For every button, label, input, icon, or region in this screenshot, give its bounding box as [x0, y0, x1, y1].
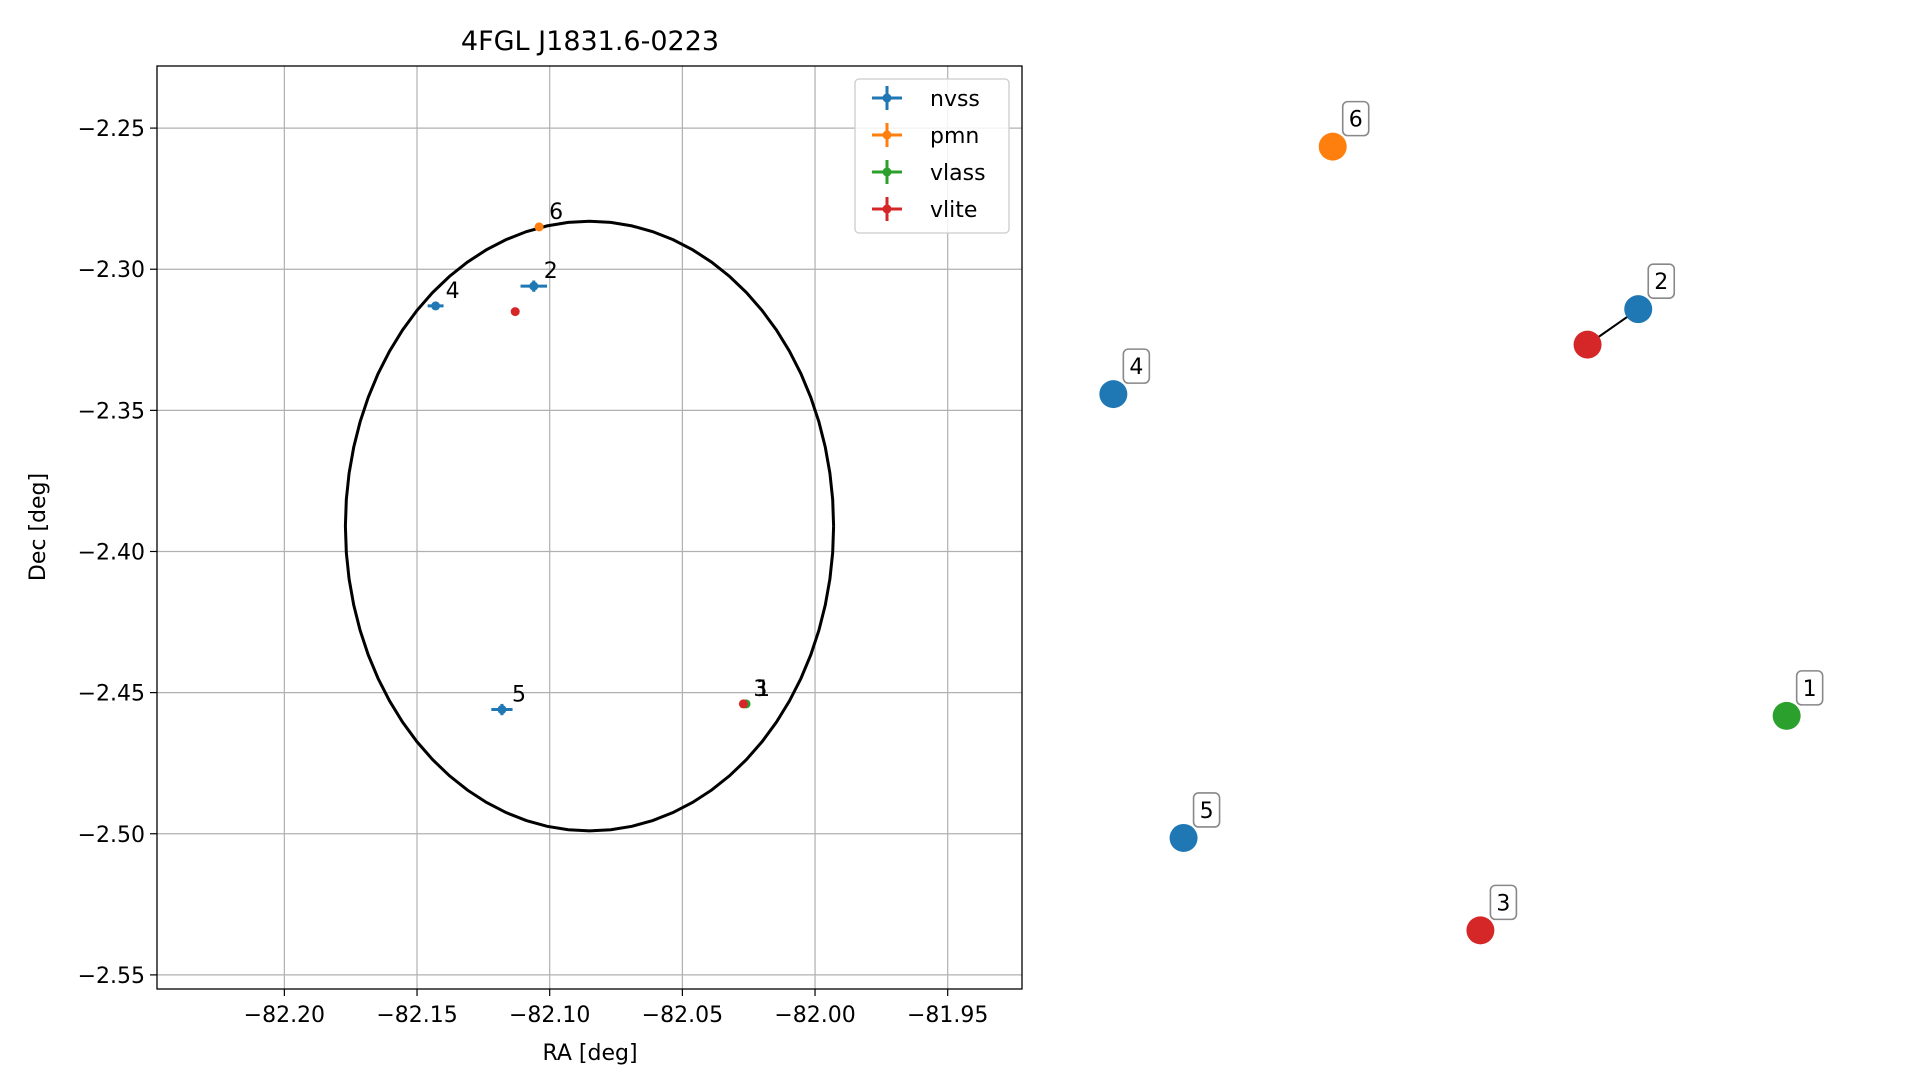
y-tick-label: −2.45 [78, 682, 145, 707]
map-markers [1099, 132, 1801, 945]
map-marker [1772, 701, 1801, 730]
map-label-box [1341, 100, 1370, 137]
x-tick-label: −81.95 [907, 1003, 988, 1028]
map-label-box [1489, 884, 1518, 921]
map-label-box [1647, 263, 1676, 299]
source-label: 5 [512, 683, 526, 708]
map-label: 3 [1496, 891, 1510, 916]
map-label-box [1122, 348, 1151, 384]
map-label: 5 [1200, 799, 1214, 824]
y-tick-label: −2.50 [78, 823, 145, 848]
map-label: 6 [1349, 108, 1363, 133]
source-labels: 2 4 5 6 13 [446, 200, 770, 708]
source-markers [431, 222, 751, 715]
legend-frame [854, 78, 1010, 234]
source-label: 6 [549, 200, 563, 225]
vlite-point [738, 699, 748, 709]
legend-marker-vlite [882, 204, 892, 214]
legend-marker-pmn [882, 130, 892, 140]
y-tick-label: −2.40 [78, 540, 145, 565]
localization-ellipse [343, 219, 836, 833]
sky-position-plot: 2 4 5 6 13 −82.20 −82.15 −82.10 −82.05 −82.00 −81… [26, 26, 1023, 1066]
map-label: 2 [1654, 270, 1668, 295]
chart-title: 4FGL J1831.6-0223 [461, 26, 719, 57]
map-labels: 6 2 4 1 5 3 [1122, 100, 1824, 921]
legend-marker-vlass [882, 167, 892, 177]
x-tick-label: −82.10 [509, 1003, 590, 1028]
ellipse-outline [343, 219, 836, 833]
legend-label-nvss: nvss [930, 87, 980, 112]
source-label: 3 [753, 677, 767, 702]
y-tick-label: −2.55 [78, 964, 145, 989]
y-axis-label: Dec [deg] [26, 473, 51, 581]
source-label: 2 [544, 259, 558, 284]
map-marker [1318, 132, 1347, 161]
vlite-point [510, 307, 520, 317]
y-tick-label: −2.35 [78, 399, 145, 424]
map-marker [1466, 916, 1495, 945]
map-label-box [1192, 792, 1221, 828]
pmn-point [534, 222, 544, 232]
map-marker [1169, 823, 1198, 852]
nvss-point [431, 301, 441, 311]
map-label: 4 [1129, 355, 1143, 380]
map-marker [1624, 295, 1653, 324]
x-axis-label: RA [deg] [542, 1041, 637, 1066]
axes-frame [156, 65, 1023, 990]
source-label: 1 [756, 677, 770, 702]
nvss-point [529, 281, 539, 291]
source-label: 4 [446, 279, 460, 304]
legend-marker-nvss [882, 93, 892, 103]
y-axis-ticks: −2.25 −2.30 −2.35 −2.40 −2.45 −2.50 −2.55 [78, 117, 157, 989]
x-tick-label: −82.00 [774, 1003, 855, 1028]
map-marker [1573, 330, 1602, 359]
legend-label-pmn: pmn [930, 124, 979, 149]
legend-label-vlass: vlass [930, 161, 986, 186]
map-label: 1 [1803, 677, 1817, 702]
legend: nvss pmn vlass vlite [854, 78, 1010, 234]
x-tick-label: −82.15 [376, 1003, 457, 1028]
x-axis-ticks: −82.20 −82.15 −82.10 −82.05 −82.00 −81.95 [244, 989, 988, 1028]
y-tick-label: −2.25 [78, 117, 145, 142]
map-marker [1099, 380, 1128, 409]
map-label-box [1795, 670, 1824, 706]
x-tick-label: −82.05 [642, 1003, 723, 1028]
x-tick-label: −82.20 [244, 1003, 325, 1028]
y-tick-label: −2.30 [78, 258, 145, 283]
legend-label-vlite: vlite [930, 198, 977, 223]
nvss-point [497, 705, 507, 715]
source-map-plot: 6 2 4 1 5 3 [1099, 100, 1824, 945]
